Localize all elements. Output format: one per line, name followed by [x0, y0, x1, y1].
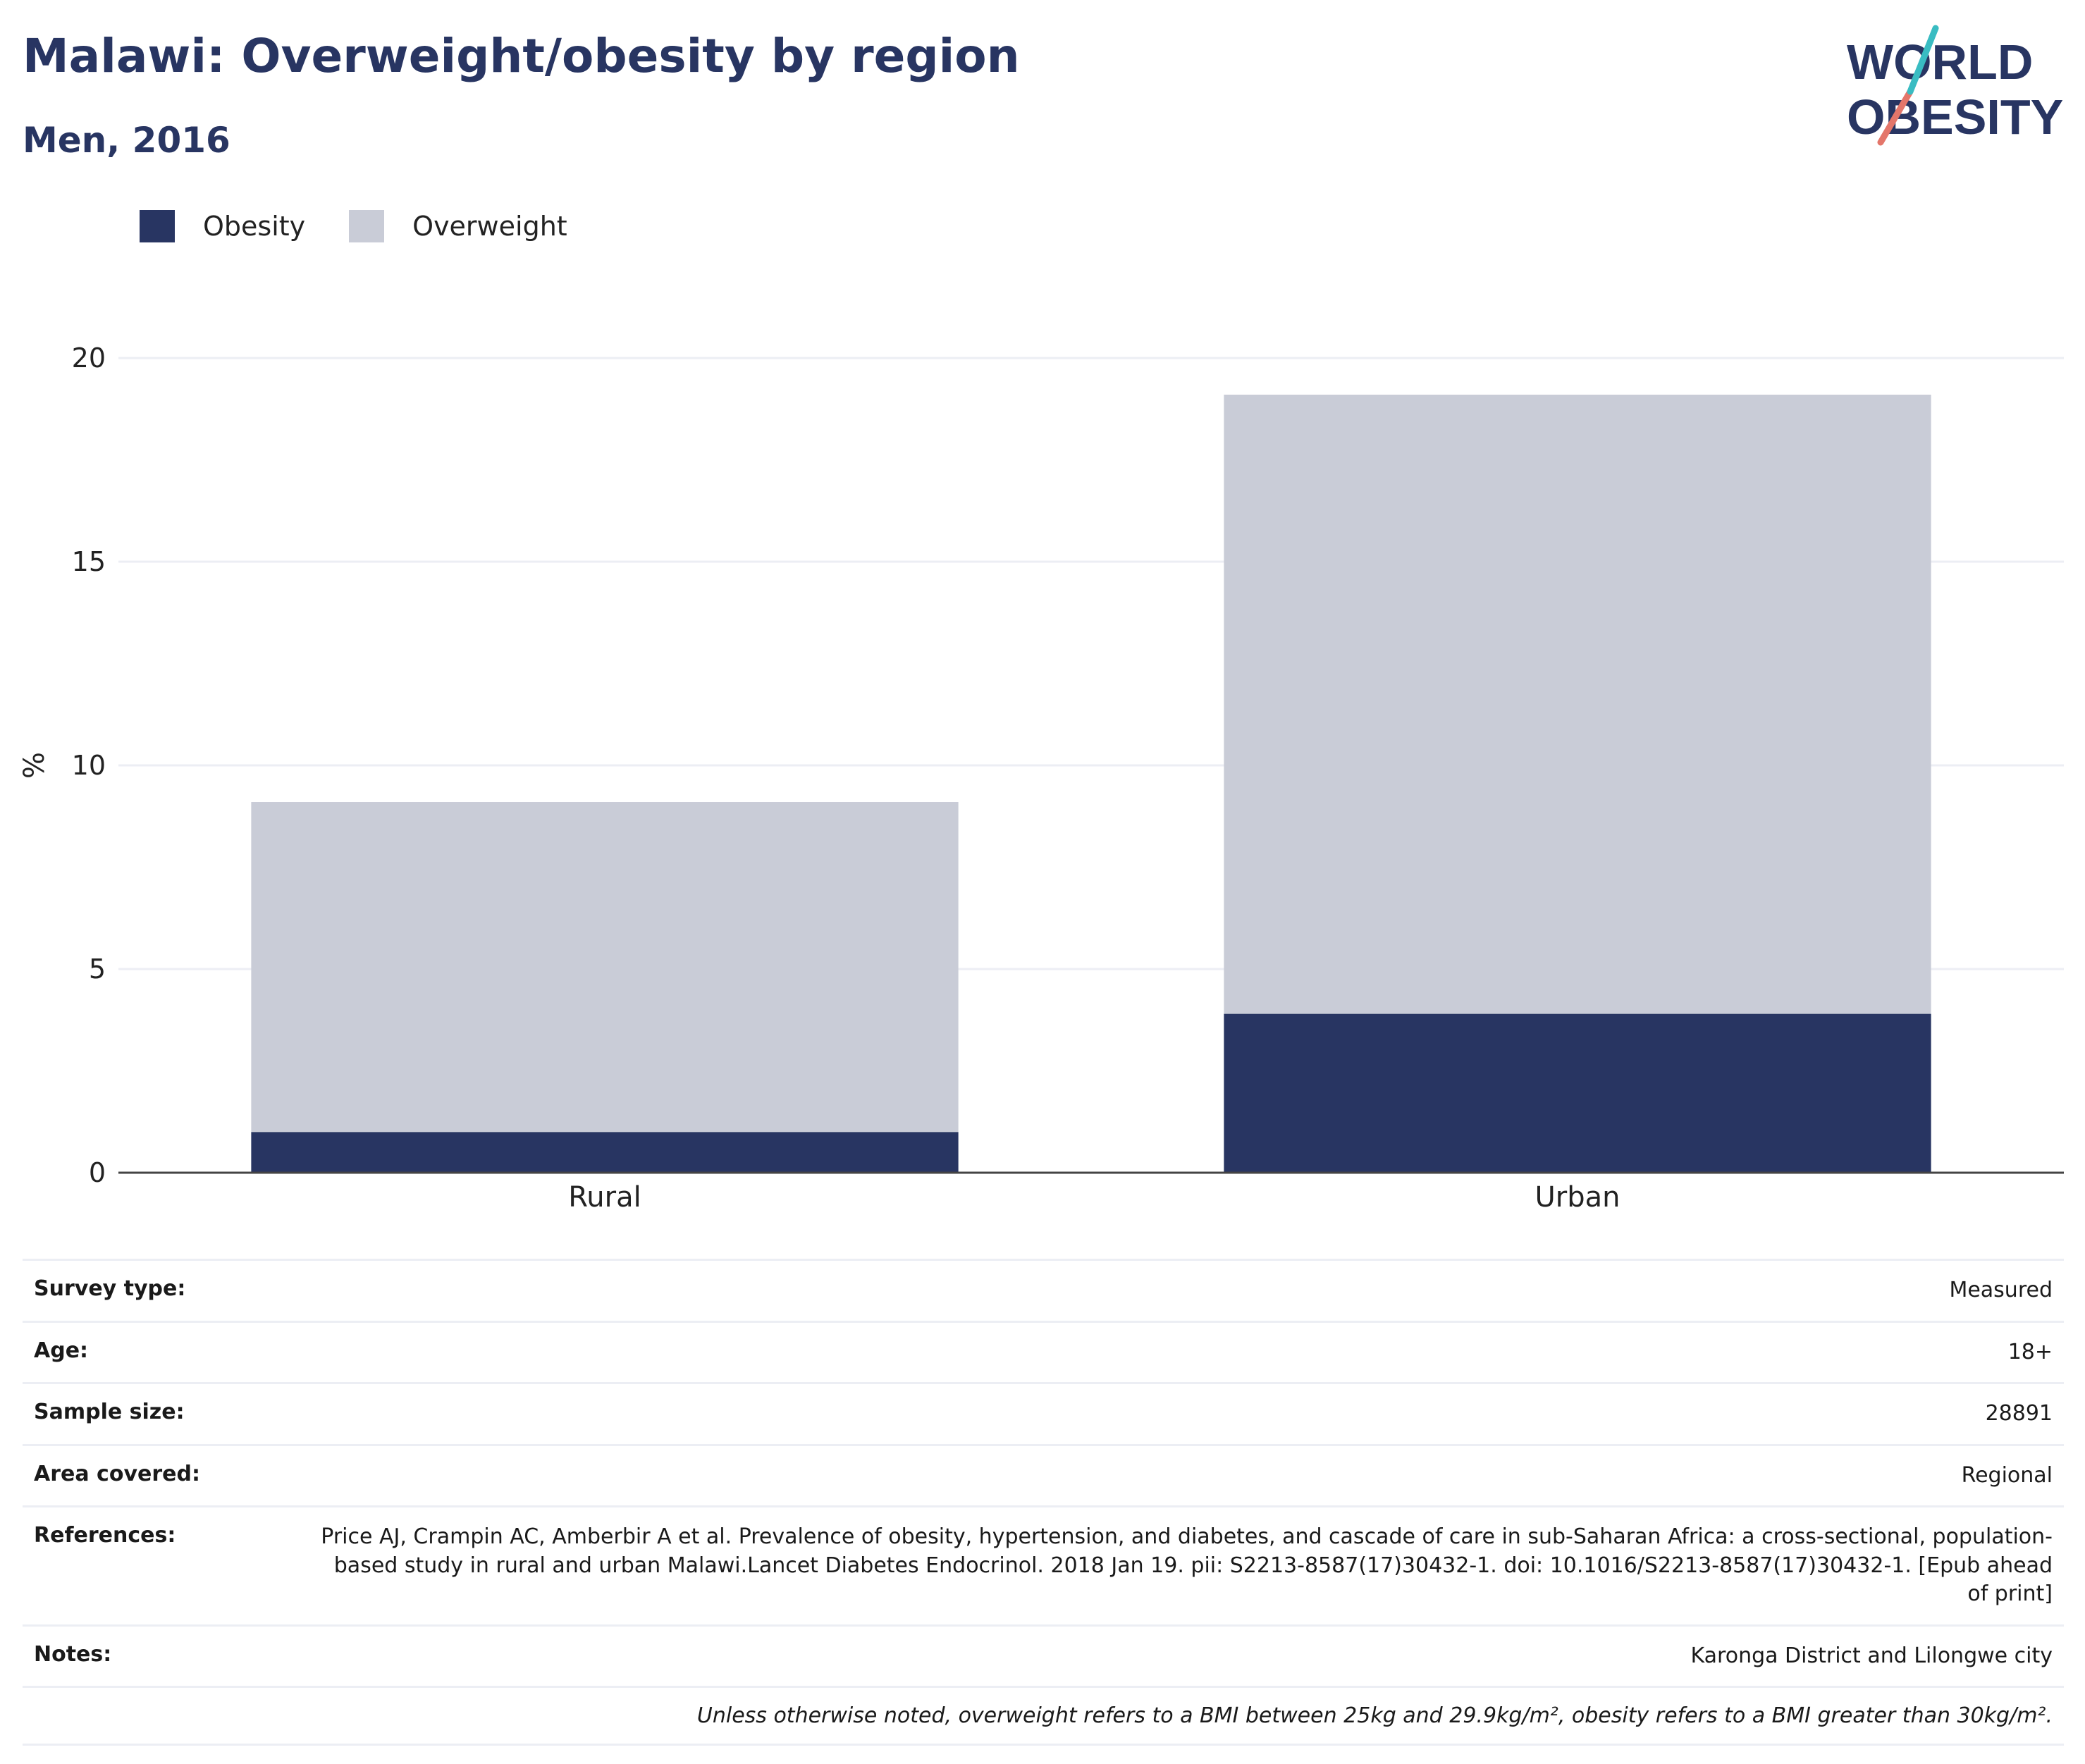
- y-tick-label: 20: [72, 343, 106, 374]
- y-tick-label: 10: [72, 750, 106, 781]
- survey-info-table: Survey type: Measured Age: 18+ Sample si…: [23, 1259, 2064, 1746]
- legend-label-obesity: Obesity: [203, 211, 306, 242]
- info-value: Measured: [299, 1259, 2064, 1321]
- legend-item-obesity[interactable]: Obesity: [140, 210, 305, 242]
- legend-swatch-overweight: [349, 210, 385, 242]
- world-obesity-logo: WORLD OBESITY: [1847, 25, 2063, 146]
- info-row-notes: Notes: Karonga District and Lilongwe cit…: [23, 1624, 2064, 1687]
- info-value: Regional: [299, 1443, 2064, 1507]
- legend-swatch-obesity: [140, 210, 175, 242]
- y-tick-label: 5: [89, 954, 106, 985]
- bar-overweight-rural: [251, 802, 959, 1133]
- info-row-survey-type: Survey type: Measured: [23, 1259, 2064, 1321]
- info-label: References:: [23, 1505, 299, 1625]
- info-value: Karonga District and Lilongwe city: [299, 1624, 2064, 1687]
- info-row-age: Age: 18+: [23, 1320, 2064, 1383]
- info-row-area-covered: Area covered: Regional: [23, 1443, 2064, 1507]
- info-label: Sample size:: [23, 1382, 299, 1445]
- info-row-sample-size: Sample size: 28891: [23, 1382, 2064, 1445]
- info-value: Price AJ, Crampin AC, Amberbir A et al. …: [299, 1505, 2064, 1625]
- y-tick-label: 0: [89, 1157, 106, 1188]
- info-label: Notes:: [23, 1624, 299, 1687]
- x-tick-label: Rural: [568, 1181, 641, 1214]
- info-row-footnote: Unless otherwise noted, overweight refer…: [23, 1686, 2064, 1746]
- info-row-references: References: Price AJ, Crampin AC, Amberb…: [23, 1505, 2064, 1625]
- x-tick-label: Urban: [1535, 1181, 1620, 1214]
- chart-title: Malawi: Overweight/obesity by region: [23, 29, 1020, 83]
- chart-subtitle: Men, 2016: [23, 120, 230, 161]
- info-label: Age:: [23, 1320, 299, 1383]
- bar-obesity-urban: [1224, 1013, 1931, 1173]
- legend-item-overweight[interactable]: Overweight: [349, 210, 567, 242]
- chart-legend: Obesity Overweight: [140, 210, 611, 242]
- info-label: Survey type:: [23, 1259, 299, 1321]
- footnote: Unless otherwise noted, overweight refer…: [23, 1686, 2064, 1746]
- legend-label-overweight: Overweight: [412, 211, 567, 242]
- bar-chart: 0 5 10 15 20% Rural Urban: [18, 343, 2064, 1214]
- svg-text:OBESITY: OBESITY: [1847, 90, 2063, 144]
- info-label: Area covered:: [23, 1443, 299, 1507]
- bar-obesity-rural: [251, 1132, 959, 1173]
- bar-overweight-urban: [1224, 395, 1931, 1014]
- y-axis-label: %: [18, 752, 51, 779]
- svg-text:WORLD: WORLD: [1847, 35, 2033, 90]
- y-tick-label: 15: [72, 546, 106, 577]
- info-value: 28891: [299, 1382, 2064, 1445]
- info-value: 18+: [299, 1320, 2064, 1383]
